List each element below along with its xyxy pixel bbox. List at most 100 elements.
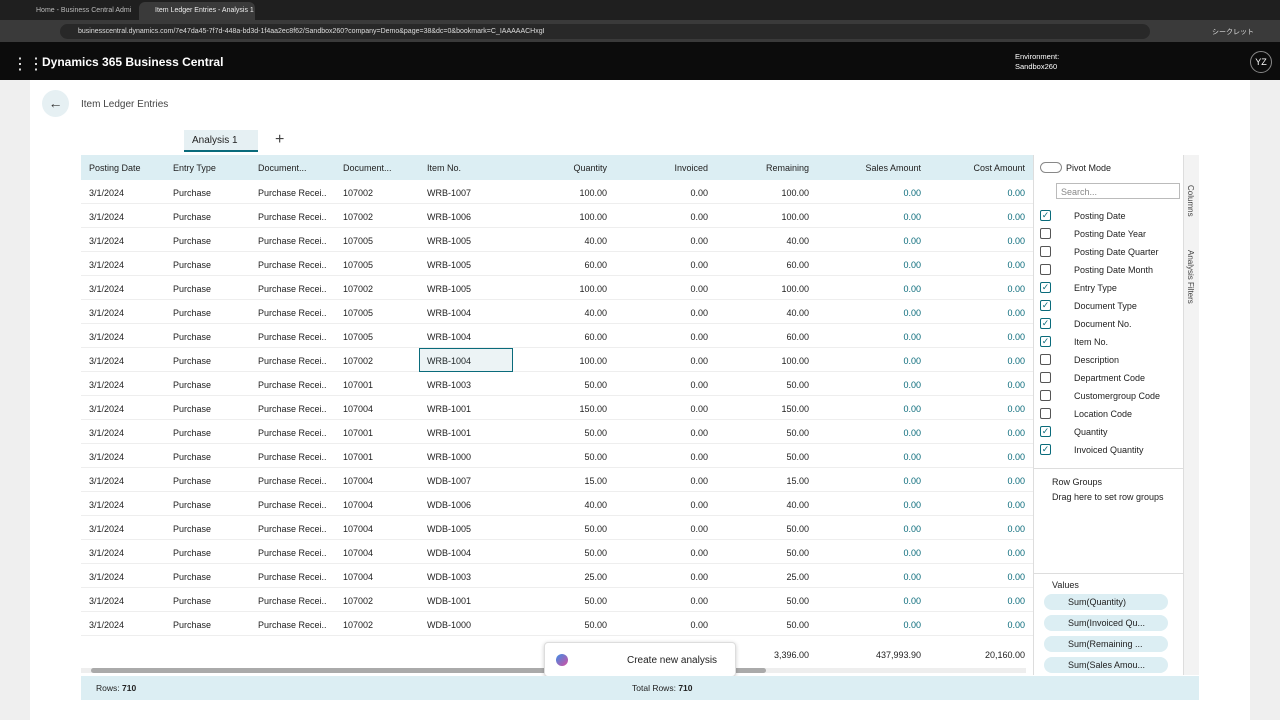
column-header[interactable]: Quantity bbox=[573, 163, 607, 173]
checkbox[interactable]: ✓ bbox=[1040, 318, 1051, 329]
value-chip[interactable]: Sum(Quantity) bbox=[1044, 594, 1168, 610]
cell: Purchase bbox=[173, 452, 212, 462]
column-header[interactable]: Document... bbox=[343, 163, 392, 173]
column-header[interactable]: Item No. bbox=[427, 163, 462, 173]
copilot-icon[interactable] bbox=[556, 654, 568, 666]
column-header[interactable]: Document... bbox=[258, 163, 307, 173]
pivot-toggle[interactable] bbox=[1040, 162, 1062, 173]
cell: 50.00 bbox=[584, 452, 607, 462]
cell: Purchase Recei... bbox=[258, 548, 327, 558]
cell: 0.00 bbox=[903, 452, 921, 462]
checkbox[interactable] bbox=[1040, 408, 1051, 419]
table-row[interactable] bbox=[81, 228, 1033, 252]
cell: 0.00 bbox=[690, 404, 708, 414]
checkbox[interactable]: ✓ bbox=[1040, 444, 1051, 455]
cell: 40.00 bbox=[786, 500, 809, 510]
cell: 3/1/2024 bbox=[89, 476, 125, 486]
column-header[interactable]: Posting Date bbox=[89, 163, 141, 173]
user-avatar[interactable]: YZ bbox=[1250, 51, 1272, 73]
add-tab[interactable]: + bbox=[275, 131, 285, 148]
waffle[interactable]: ⋮⋮ bbox=[12, 56, 44, 73]
checkbox[interactable] bbox=[1040, 372, 1051, 383]
checkbox[interactable]: ✓ bbox=[1040, 336, 1051, 347]
back-button[interactable]: ← bbox=[42, 90, 69, 117]
cell: 0.00 bbox=[1007, 620, 1025, 630]
value-chip[interactable]: Sum(Sales Amou... bbox=[1044, 657, 1168, 673]
cell: 0.00 bbox=[1007, 596, 1025, 606]
checkbox[interactable]: ✓ bbox=[1040, 210, 1051, 221]
cell: WRB-1004 bbox=[427, 332, 472, 342]
cell: 3/1/2024 bbox=[89, 452, 125, 462]
cell: 107004 bbox=[343, 404, 374, 414]
table-row[interactable] bbox=[81, 204, 1033, 228]
checkbox[interactable]: ✓ bbox=[1040, 282, 1051, 293]
table-row[interactable] bbox=[81, 540, 1033, 564]
table-row[interactable] bbox=[81, 180, 1033, 204]
value-chip[interactable]: Sum(Invoiced Qu... bbox=[1044, 615, 1168, 631]
checkbox[interactable]: ✓ bbox=[1040, 426, 1051, 437]
cell: 3/1/2024 bbox=[89, 332, 125, 342]
table-row[interactable] bbox=[81, 612, 1033, 636]
cell: WRB-1000 bbox=[427, 452, 472, 462]
column-option: Document No. bbox=[1074, 319, 1132, 329]
column-option: Posting Date Year bbox=[1074, 229, 1147, 239]
column-header[interactable]: Remaining bbox=[765, 163, 809, 173]
cell: Purchase bbox=[173, 356, 212, 366]
column-option: Invoiced Quantity bbox=[1074, 445, 1144, 455]
cell: WRB-1005 bbox=[427, 284, 472, 294]
cell: Purchase Recei... bbox=[258, 236, 327, 246]
table-row[interactable] bbox=[81, 396, 1033, 420]
search-box[interactable]: Search... bbox=[1056, 183, 1180, 199]
analysis-tab[interactable]: Analysis 1 bbox=[184, 130, 258, 152]
column-header[interactable]: Sales Amount bbox=[865, 163, 921, 173]
cell: 0.00 bbox=[690, 332, 708, 342]
cell: 0.00 bbox=[1007, 284, 1025, 294]
cell: 3/1/2024 bbox=[89, 356, 125, 366]
table-row[interactable] bbox=[81, 516, 1033, 540]
divider bbox=[1034, 573, 1183, 574]
row-groups-title: Row Groups bbox=[1052, 477, 1103, 487]
table-row[interactable] bbox=[81, 564, 1033, 588]
columns-tab[interactable]: Columns bbox=[1186, 185, 1195, 217]
table-row[interactable] bbox=[81, 492, 1033, 516]
column-option: Posting Date Month bbox=[1074, 265, 1154, 275]
cell: 107004 bbox=[343, 548, 374, 558]
table-row[interactable] bbox=[81, 348, 1033, 372]
cell: WRB-1005 bbox=[427, 236, 472, 246]
checkbox[interactable] bbox=[1040, 354, 1051, 365]
checkbox[interactable] bbox=[1040, 246, 1051, 257]
column-header[interactable]: Entry Type bbox=[173, 163, 216, 173]
table-row[interactable] bbox=[81, 276, 1033, 300]
table-row[interactable] bbox=[81, 252, 1033, 276]
cell: WRB-1005 bbox=[427, 260, 472, 270]
checkbox[interactable] bbox=[1040, 390, 1051, 401]
table-row[interactable] bbox=[81, 324, 1033, 348]
cell: 40.00 bbox=[584, 236, 607, 246]
checkbox[interactable]: ✓ bbox=[1040, 300, 1051, 311]
browser-tab-active[interactable]: Item Ledger Entries - Analysis 1 bbox=[139, 2, 255, 20]
value-chip[interactable]: Sum(Remaining ... bbox=[1044, 636, 1168, 652]
cell: 50.00 bbox=[786, 428, 809, 438]
table-row[interactable] bbox=[81, 372, 1033, 396]
cell: 3/1/2024 bbox=[89, 380, 125, 390]
checkbox[interactable] bbox=[1040, 228, 1051, 239]
table-row[interactable] bbox=[81, 300, 1033, 324]
create-analysis-button[interactable]: Create new analysis bbox=[627, 655, 718, 666]
browser-tab[interactable]: Home - Business Central Admi bbox=[36, 7, 132, 14]
cell: WDB-1006 bbox=[427, 500, 472, 510]
cell: Purchase bbox=[173, 332, 212, 342]
column-header[interactable]: Invoiced bbox=[674, 163, 708, 173]
checkbox[interactable] bbox=[1040, 264, 1051, 275]
column-header[interactable]: Cost Amount bbox=[973, 163, 1025, 173]
cell: Purchase bbox=[173, 620, 212, 630]
filters-tab[interactable]: Analysis Filters bbox=[1186, 250, 1195, 304]
table-row[interactable] bbox=[81, 468, 1033, 492]
table-row[interactable] bbox=[81, 444, 1033, 468]
side-tabs: Columns Analysis Filters bbox=[1183, 155, 1199, 675]
table-row[interactable] bbox=[81, 588, 1033, 612]
table-row[interactable] bbox=[81, 420, 1033, 444]
url[interactable]: businesscentral.dynamics.com/7e47da45-7f… bbox=[60, 24, 1150, 39]
cell: 0.00 bbox=[903, 404, 921, 414]
cell: 50.00 bbox=[584, 596, 607, 606]
cell: 0.00 bbox=[690, 524, 708, 534]
